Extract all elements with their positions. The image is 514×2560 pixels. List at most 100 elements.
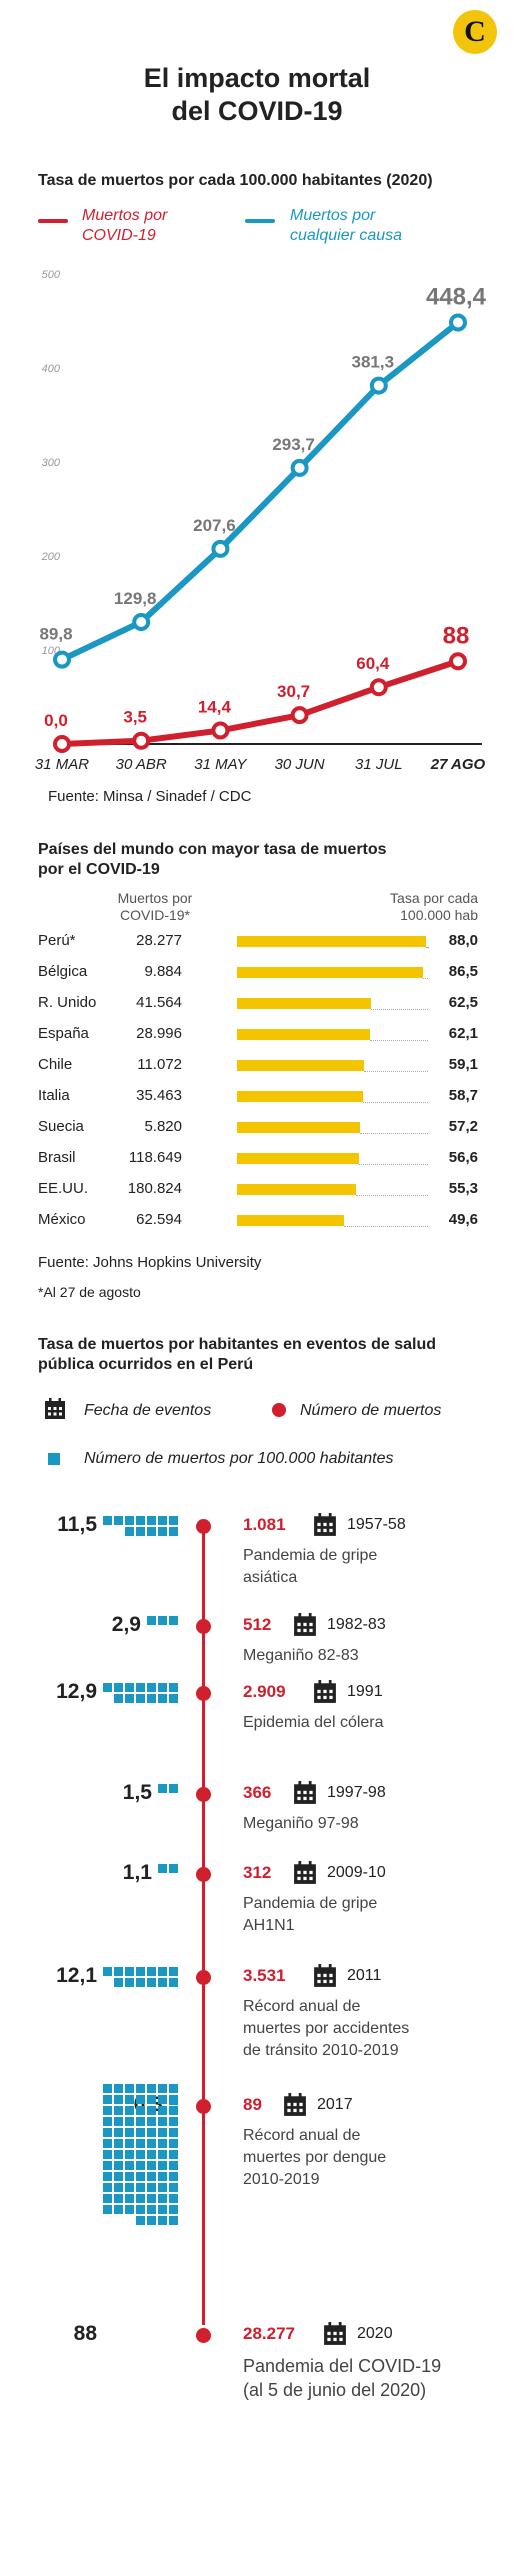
event-description: Meganiño 97-98: [243, 1813, 359, 1835]
country-rate: 58,7: [448, 1087, 478, 1104]
timeline-dot: [196, 1787, 211, 1802]
country-name: México: [38, 1211, 86, 1228]
rate-square: [103, 2183, 112, 2192]
legend-all-causes: Muertos por cualquier causa: [290, 206, 402, 246]
legend-square-label: Número de muertos por 100.000 habitantes: [84, 1450, 394, 1467]
data-point: [290, 706, 309, 725]
rate-square: [114, 2117, 123, 2126]
timeline-dot: [196, 1619, 211, 1634]
rate-square: [125, 2183, 134, 2192]
y-tick-label: 400: [42, 363, 61, 375]
rate-square: [147, 1616, 156, 1625]
event-description: Pandemia de gripe asiática: [243, 1545, 377, 1589]
rate-square: [169, 2194, 178, 2203]
country-deaths: 180.824: [127, 1180, 182, 1197]
rate-square: [169, 2084, 178, 2093]
event-deaths: 28.277: [243, 2324, 295, 2343]
col-deaths-header-line1: Muertos por: [117, 890, 193, 906]
rate-square: [125, 1967, 134, 1976]
rate-square: [147, 2117, 156, 2126]
col-rate-header-line1: Tasa por cada: [390, 890, 478, 906]
rate-square: [158, 2194, 167, 2203]
rate-square: [125, 2205, 134, 2214]
country-rate: 86,5: [448, 963, 478, 980]
rate-square: [103, 2161, 112, 2170]
country-deaths: 28.996: [136, 1025, 182, 1042]
timeline-dot: [196, 1686, 211, 1701]
rate-square: [103, 2128, 112, 2137]
rate-square: [158, 2150, 167, 2159]
event-deaths: 89: [243, 2095, 262, 2114]
event-deaths: 3.531: [243, 1966, 286, 1985]
rate-square: [147, 1694, 156, 1703]
rate-square: [136, 2216, 145, 2225]
rate-bar: [237, 1122, 360, 1133]
calendar-icon: [293, 1613, 317, 1637]
leader-dots: [370, 1040, 428, 1041]
legend-blue-swatch: [245, 219, 275, 223]
y-tick-label: 500: [42, 269, 61, 281]
event-description-line: muertes por dengue: [243, 2149, 387, 2166]
timeline-dot: [196, 1519, 211, 1534]
rate-square: [169, 2117, 178, 2126]
rate-square: [125, 2139, 134, 2148]
legend-dot-label: Número de muertos: [300, 1402, 442, 1419]
x-tick-label: 30 JUN: [275, 756, 325, 773]
rate-square: [114, 1978, 123, 1987]
data-point: [211, 539, 230, 558]
y-tick-label: 300: [42, 457, 61, 469]
rate-square: [169, 2139, 178, 2148]
col-deaths-header-line2: COVID-19*: [119, 907, 191, 923]
rate-square: [158, 2095, 167, 2104]
rate-square: [169, 1967, 178, 1976]
event-year: 2020: [357, 2325, 393, 2342]
rate-square: [136, 2161, 145, 2170]
data-point: [369, 376, 388, 395]
event-year: 1982-83: [327, 1616, 386, 1633]
event-year: 2009-10: [327, 1864, 386, 1881]
event-description: Epidemia del cólera: [243, 1712, 384, 1734]
rate-square: [125, 1527, 134, 1536]
calendar-icon: [313, 1680, 337, 1704]
rate-square: [158, 2161, 167, 2170]
rate-square: [114, 2172, 123, 2181]
rate-square: [147, 2106, 156, 2115]
rate-square: [125, 2194, 134, 2203]
event-year: 1997-98: [327, 1784, 386, 1801]
rate-square: [125, 2150, 134, 2159]
rate-square: [169, 2205, 178, 2214]
event-description-line: AH1N1: [243, 1917, 295, 1934]
rate-square: [158, 2183, 167, 2192]
event-description-line: Pandemia del COVID-19: [243, 2356, 442, 2376]
data-point: [369, 678, 388, 697]
rate-square: [147, 2172, 156, 2181]
rate-square: [136, 2117, 145, 2126]
data-label: 293,7: [272, 435, 315, 454]
country-name: EE.UU.: [38, 1180, 89, 1197]
event-deaths: 312: [243, 1863, 272, 1882]
rate-bar: [237, 936, 426, 947]
rate-square: [147, 2128, 156, 2137]
rate-square: [169, 2095, 178, 2104]
rate-bar: [237, 1029, 370, 1040]
table-row: Bélgica 9.884 86,5: [0, 961, 514, 985]
data-label: 0,0: [44, 711, 68, 730]
data-label: 30,7: [277, 682, 310, 701]
rate-square: [136, 2106, 145, 2115]
calendar-icon: [283, 2093, 307, 2117]
rate-square: [125, 1694, 134, 1703]
country-deaths: 41.564: [136, 994, 182, 1011]
rate-square: [103, 2172, 112, 2181]
rate-square: [169, 1527, 178, 1536]
rate-square: [158, 1784, 167, 1793]
rate-square: [169, 1694, 178, 1703]
calendar-icon: [313, 1513, 337, 1537]
rate-square: [136, 2095, 145, 2104]
rate-square: [114, 1516, 123, 1525]
table-row: España 28.996 62,1: [0, 1023, 514, 1047]
events-title: Tasa de muertos por habitantes en evento…: [38, 1335, 436, 1375]
legend-covid-line2: COVID-19: [82, 227, 156, 244]
leader-dots: [423, 978, 428, 979]
rate-square: [147, 1527, 156, 1536]
rate-square: [103, 2139, 112, 2148]
